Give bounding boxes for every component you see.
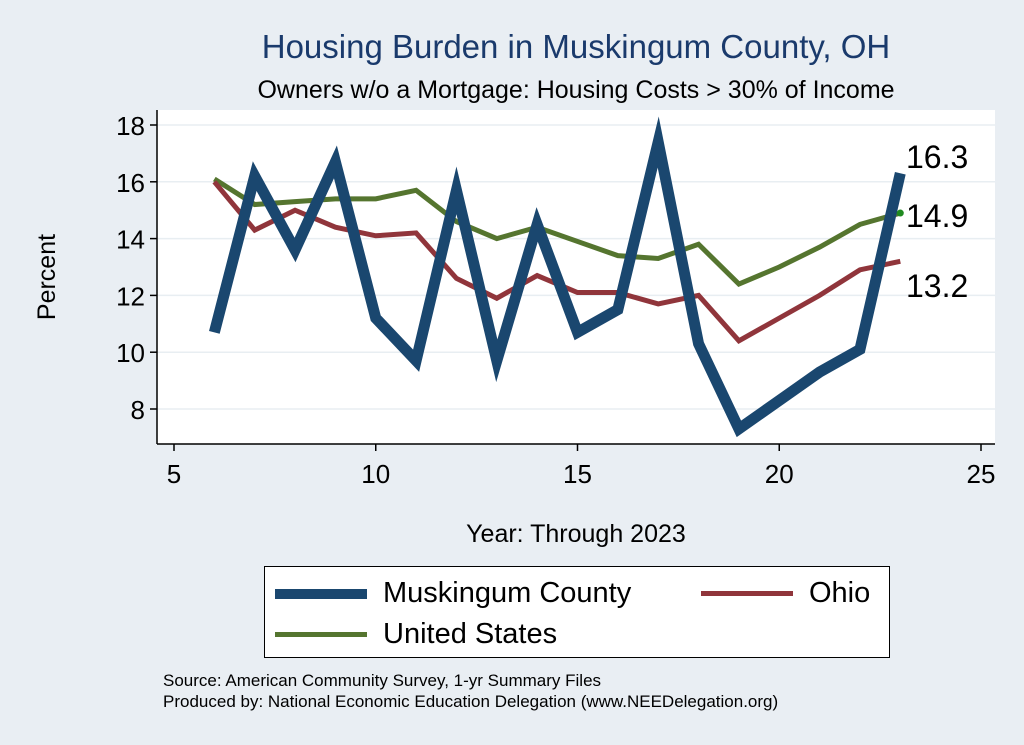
legend-label: Muskingum County <box>383 577 632 609</box>
y-tick-label: 18 <box>116 111 145 141</box>
y-tick-label: 8 <box>131 395 145 425</box>
legend-item-united-states: United States <box>275 618 557 651</box>
x-tick-label: 25 <box>967 459 996 489</box>
source-line: Source: American Community Survey, 1-yr … <box>163 671 602 690</box>
x-tick-label: 20 <box>765 459 794 489</box>
legend: Muskingum County Ohio United States <box>264 566 890 658</box>
series-line-united-states <box>213 176 901 287</box>
x-tick-label: 10 <box>361 459 390 489</box>
legend-item-ohio: Ohio <box>701 577 870 610</box>
legend-label: United States <box>383 618 558 650</box>
y-tick-label: 12 <box>116 281 145 311</box>
source-note: Source: American Community Survey, 1-yr … <box>163 670 778 712</box>
end-value-label: 14.9 <box>906 198 968 234</box>
producer-line: Produced by: National Economic Education… <box>163 692 779 711</box>
legend-swatch-ohio <box>701 591 793 596</box>
plot-area <box>157 110 995 444</box>
series-line-muskingum-county <box>209 116 906 438</box>
x-tick-label: 15 <box>563 459 592 489</box>
end-value-label: 13.2 <box>906 268 968 304</box>
y-tick-label: 16 <box>116 168 145 198</box>
axes: 8 10 12 14 16 18 5 10 15 20 25 <box>116 110 995 489</box>
end-labels: 16.3 14.9 13.2 <box>906 139 968 304</box>
x-tick-label: 5 <box>167 459 181 489</box>
y-tick-label: 14 <box>116 225 145 255</box>
legend-item-muskingum: Muskingum County <box>275 577 631 610</box>
legend-swatch-us <box>275 632 367 637</box>
end-value-label: 16.3 <box>906 139 968 175</box>
chart-title: Housing Burden in Muskingum County, OH <box>262 28 891 65</box>
y-tick-label: 10 <box>116 338 145 368</box>
line-chart: Housing Burden in Muskingum County, OH O… <box>33 28 995 548</box>
legend-label: Ohio <box>809 577 871 609</box>
chart-subtitle: Owners w/o a Mortgage: Housing Costs > 3… <box>257 76 894 104</box>
legend-swatch-muskingum <box>275 588 367 599</box>
us-end-marker <box>896 209 904 217</box>
y-axis-label: Percent <box>33 234 61 320</box>
series-lines <box>209 116 906 438</box>
x-axis-label: Year: Through 2023 <box>466 520 686 548</box>
